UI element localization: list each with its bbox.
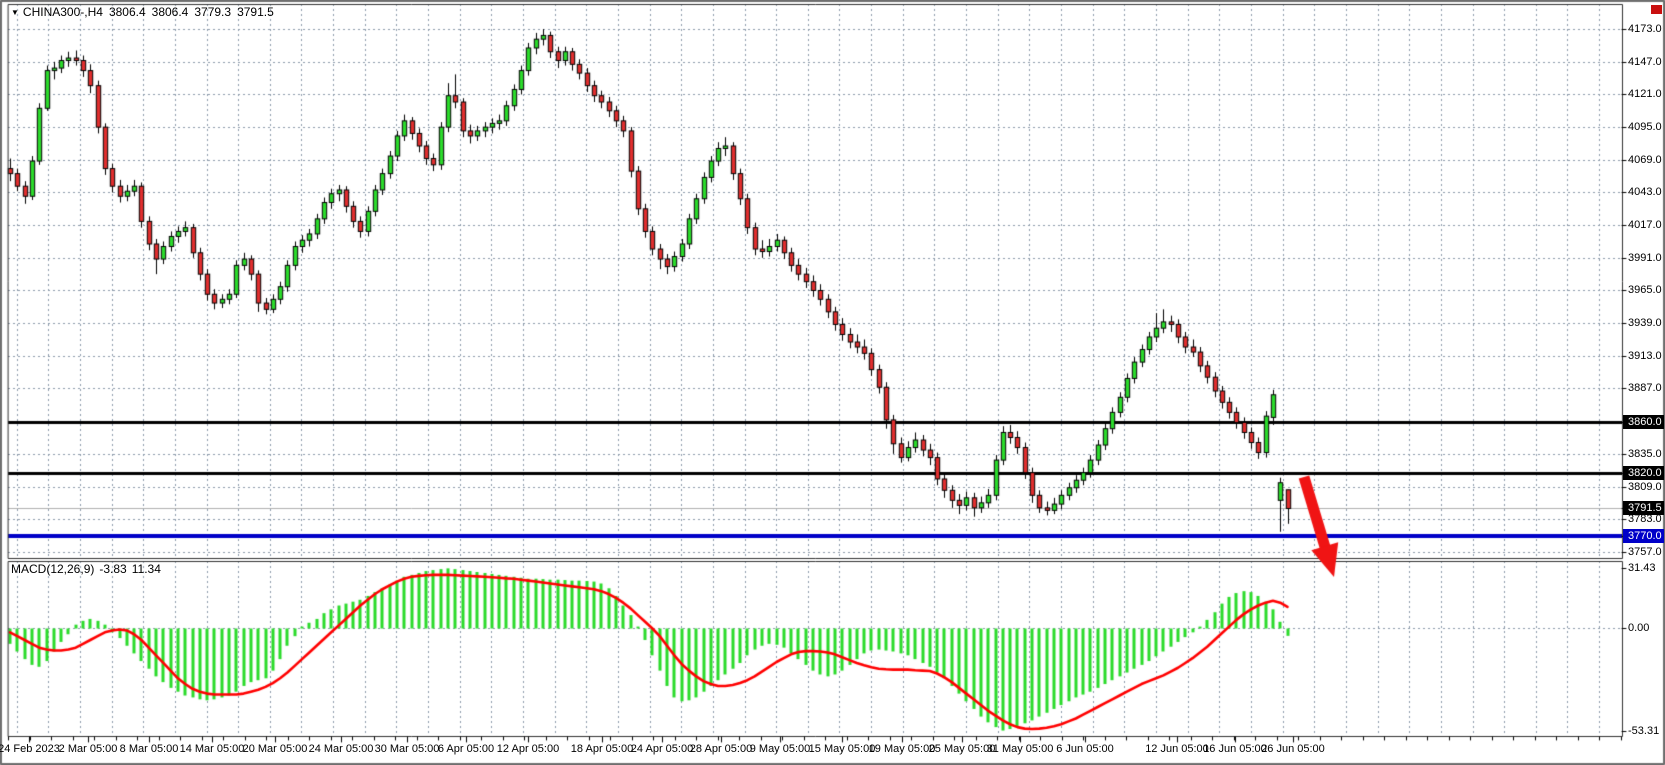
macd-axis-label: 0.00 [1628, 622, 1650, 635]
price-level-badge: 3791.5 [1623, 501, 1664, 516]
time-axis-label: 2 Mar 05:00 [58, 743, 118, 755]
price-axis-label: 3887.0 [1628, 382, 1662, 395]
time-axis-label: 6 Jun 05:00 [1056, 743, 1114, 755]
price-level-badge: 3820.0 [1623, 465, 1664, 480]
time-axis-label: 19 May 05:00 [868, 743, 936, 755]
price-axis-label: 4121.0 [1628, 88, 1662, 101]
time-axis-label: 18 Apr 05:00 [570, 743, 634, 755]
time-axis-label: 8 Mar 05:00 [119, 743, 179, 755]
ohlc-open: 3806.4 [108, 5, 146, 19]
price-level-badge: 3770.0 [1623, 528, 1664, 543]
price-axis[interactable]: 4173.0 4147.0 4121.0 4095.0 4069.0 4043.0 4017… [1622, 0, 1665, 765]
time-axis-label: 28 Apr 05:00 [689, 743, 753, 755]
time-axis-label: 16 Jun 05:00 [1203, 743, 1267, 755]
price-axis-label: 3809.0 [1628, 480, 1662, 493]
time-axis-label: 31 May 05:00 [986, 743, 1054, 755]
ohlc-close: 3791.5 [237, 5, 274, 19]
macd-indicator-label: MACD(12,26,9) -3.83 11.34 [11, 562, 166, 576]
macd-axis-label: -53.31 [1628, 724, 1660, 737]
collapse-arrow-icon[interactable]: ▼ [11, 8, 19, 17]
price-axis-label: 4017.0 [1628, 219, 1662, 232]
macd-name: MACD(12,26,9) [11, 562, 95, 576]
macd-signal-value: 11.34 [131, 562, 161, 576]
price-axis-label: 3783.0 [1628, 513, 1662, 526]
symbol-title: ▼ CHINA300-,H4 3806.4 3806.4 3779.3 3791.5 [11, 5, 280, 19]
price-axis-label: 4095.0 [1628, 121, 1662, 134]
time-axis-label: 14 Mar 05:00 [179, 743, 245, 755]
time-axis-label: 20 Mar 05:00 [242, 743, 308, 755]
price-axis-label: 4069.0 [1628, 153, 1662, 166]
macd-axis-label: 31.43 [1628, 562, 1656, 575]
price-axis-label: 3939.0 [1628, 317, 1662, 330]
price-axis-label: 4173.0 [1628, 23, 1662, 36]
time-axis-label: 6 Apr 05:00 [437, 743, 495, 755]
time-axis-label: 25 May 05:00 [928, 743, 996, 755]
alert-corner-icon [1651, 5, 1662, 14]
price-axis-label: 3965.0 [1628, 284, 1662, 297]
time-axis-label: 9 May 05:00 [749, 743, 811, 755]
price-axis-label: 3991.0 [1628, 251, 1662, 264]
price-axis-label: 3835.0 [1628, 447, 1662, 460]
price-axis-label: 4147.0 [1628, 55, 1662, 68]
macd-value: -3.83 [99, 562, 127, 576]
price-level-badge: 3860.0 [1623, 415, 1664, 430]
price-axis-label: 3913.0 [1628, 349, 1662, 362]
time-axis-label: 26 Jun 05:00 [1261, 743, 1325, 755]
time-axis-label: 30 Mar 05:00 [374, 743, 440, 755]
time-axis-label: 12 Apr 05:00 [496, 743, 560, 755]
time-axis[interactable]: 24 Feb 2023 2 Mar 05:00 8 Mar 05:00 14 Mar … [0, 737, 1665, 765]
time-axis-label: 24 Mar 05:00 [308, 743, 374, 755]
time-axis-label: 24 Feb 2023 [0, 743, 60, 755]
time-axis-label: 15 May 05:00 [808, 743, 876, 755]
ohlc-high: 3806.4 [151, 5, 189, 19]
time-axis-label: 24 Apr 05:00 [630, 743, 694, 755]
time-axis-label: 12 Jun 05:00 [1145, 743, 1209, 755]
price-axis-label: 4043.0 [1628, 186, 1662, 199]
price-axis-label: 3757.0 [1628, 545, 1662, 558]
symbol-name: CHINA300-,H4 [22, 5, 103, 19]
ohlc-low: 3779.3 [194, 5, 232, 19]
